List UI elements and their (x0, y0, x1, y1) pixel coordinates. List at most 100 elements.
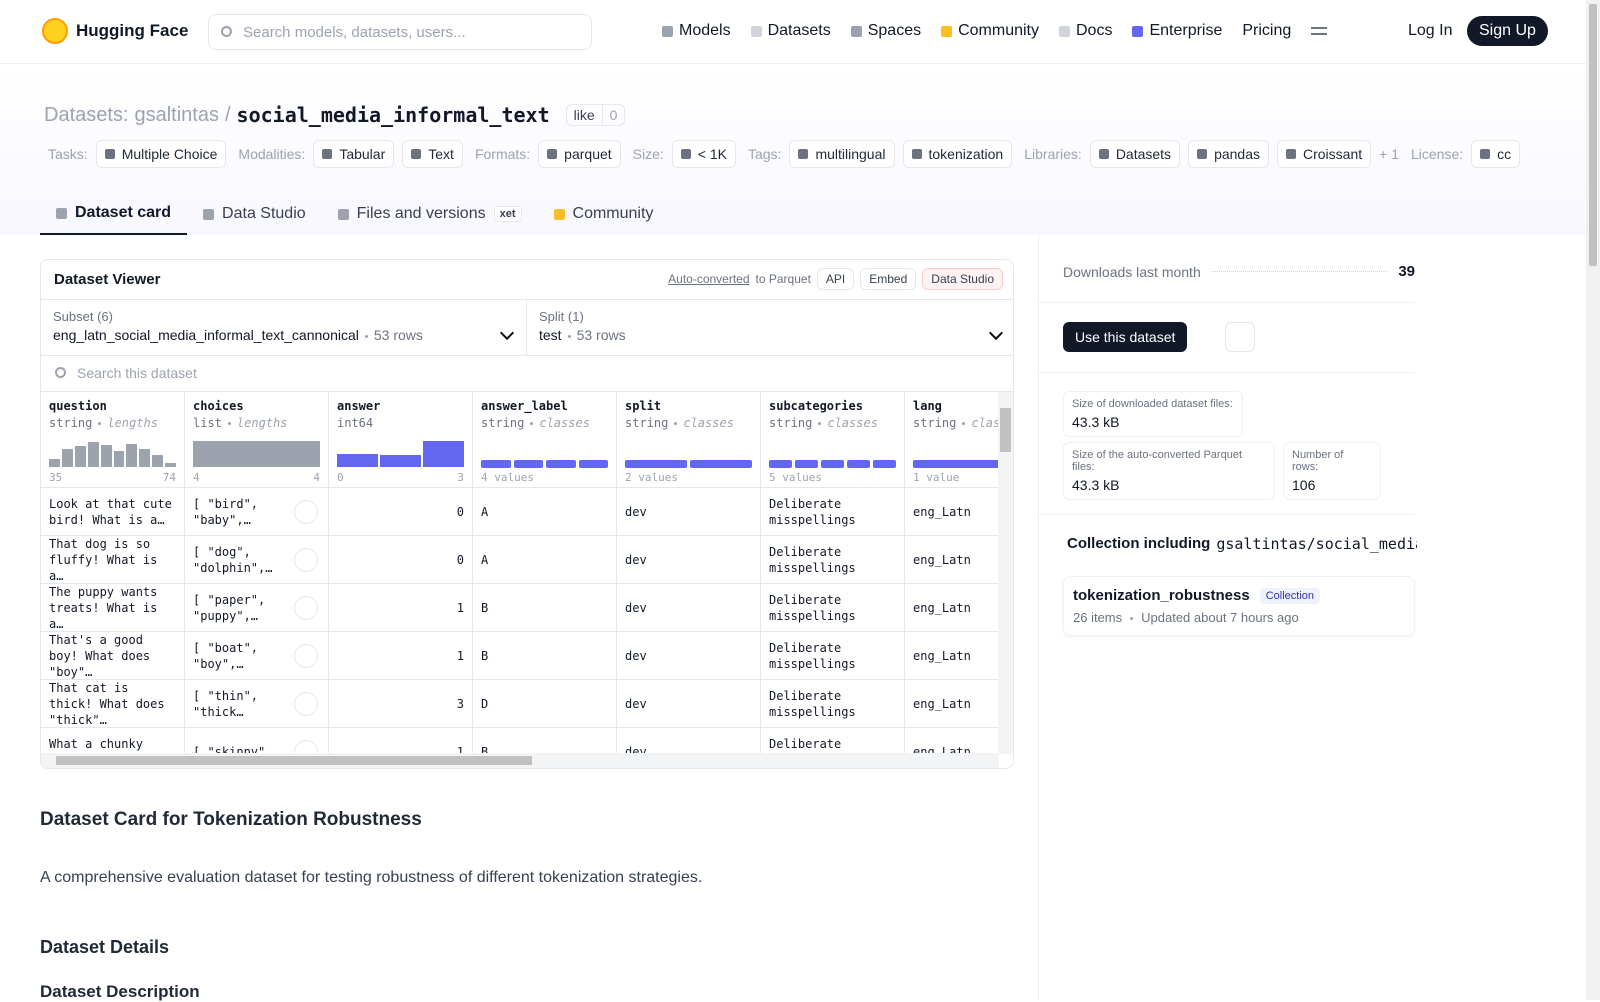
table-cell[interactable]: Deliberate misspellings (761, 728, 904, 755)
table-cell[interactable]: The puppy wants treats! What is a… (41, 584, 184, 632)
table-cell[interactable]: [ "boat", "boy",… (185, 632, 328, 680)
tag[interactable]: tokenization (902, 140, 1013, 168)
table-cell[interactable]: [ "dog", "dolphin",… (185, 536, 328, 584)
tag[interactable]: Tabular (313, 140, 395, 168)
table-cell[interactable]: 1 (329, 728, 472, 755)
tag[interactable]: pandas (1188, 140, 1269, 168)
json-button[interactable] (294, 596, 318, 620)
table-cell[interactable]: dev (617, 488, 760, 536)
menu-icon[interactable] (1311, 27, 1328, 35)
like-button[interactable]: like 0 (565, 104, 626, 126)
table-cell[interactable]: Deliberate misspellings (761, 584, 904, 632)
table-cell[interactable]: eng_Latn (905, 632, 999, 680)
table-cell[interactable]: B (473, 728, 616, 755)
table-cell[interactable]: That's a good boy! What does "boy"… (41, 632, 184, 680)
logo[interactable] (42, 18, 68, 44)
table-cell[interactable]: A (473, 488, 616, 536)
tab[interactable]: Data Studio (187, 193, 322, 235)
table-cell[interactable]: eng_Latn (905, 680, 999, 728)
viewer-button[interactable]: Embed (860, 268, 917, 290)
tag[interactable]: < 1K (671, 140, 736, 168)
table-cell[interactable]: 1 (329, 584, 472, 632)
table-cell[interactable]: dev (617, 536, 760, 584)
table-cell[interactable]: eng_Latn (905, 488, 999, 536)
table-cell[interactable]: dev (617, 680, 760, 728)
table-cell[interactable]: Deliberate misspellings (761, 632, 904, 680)
tag[interactable]: cc (1471, 140, 1521, 168)
owner[interactable]: gsaltintas (134, 103, 219, 126)
nav-link[interactable]: Datasets (750, 22, 831, 40)
table-cell[interactable]: That dog is so fluffy! What is a… (41, 536, 184, 584)
nav-link[interactable]: Community (941, 22, 1039, 40)
tag[interactable]: Datasets (1089, 140, 1181, 168)
auto-converted[interactable]: Auto-converted (668, 272, 750, 286)
table-cell[interactable]: 0 (329, 488, 472, 536)
collection-path[interactable]: gsaltintas/social_media_... (1216, 535, 1417, 553)
tab[interactable]: Dataset card (40, 193, 188, 235)
nav-link[interactable]: Models (662, 22, 731, 40)
dataset-name[interactable]: social_media_informal_text (236, 103, 550, 127)
tag-more[interactable]: + 1 (1379, 146, 1399, 162)
column-header[interactable]: choices list lengths 4 4 (185, 392, 328, 488)
json-button[interactable] (294, 500, 318, 524)
table-cell[interactable]: B (473, 584, 616, 632)
table-cell[interactable]: Deliberate misspellings (761, 680, 904, 728)
tag[interactable]: Multiple Choice (95, 140, 227, 168)
tag[interactable]: parquet (538, 140, 621, 168)
brand[interactable]: Hugging Face (76, 21, 189, 40)
json-button[interactable] (294, 692, 318, 716)
table-cell[interactable]: A (473, 536, 616, 584)
tab[interactable]: Community (538, 193, 670, 235)
json-button[interactable] (294, 644, 318, 668)
table-cell[interactable]: [ "thin", "thick… (185, 680, 328, 728)
search-box[interactable]: Search models, datasets, users... (208, 14, 592, 50)
table-cell[interactable]: D (473, 680, 616, 728)
table-cell[interactable]: Deliberate misspellings (761, 488, 904, 536)
viewer-button[interactable]: Data Studio (922, 268, 1003, 290)
nav-link[interactable]: Pricing (1242, 22, 1291, 40)
prefix[interactable]: Datasets: (44, 103, 129, 126)
table-cell[interactable]: [ "paper", "puppy",… (185, 584, 328, 632)
table-cell[interactable]: B (473, 632, 616, 680)
table-cell[interactable]: 0 (329, 536, 472, 584)
tag[interactable]: multilingual (789, 140, 895, 168)
column-header[interactable]: answer_label string classes 4 values (473, 392, 616, 488)
login[interactable]: Log In (1408, 22, 1453, 39)
use-dataset-button[interactable]: Use this dataset (1063, 322, 1188, 352)
viewer-search[interactable]: Search this dataset (41, 356, 1013, 392)
tag[interactable]: Croissant (1277, 140, 1372, 168)
table-cell[interactable]: eng_Latn (905, 728, 999, 755)
column-header[interactable]: answer int64 0 3 (329, 392, 472, 488)
signup[interactable]: Sign Up (1467, 16, 1548, 46)
tab[interactable]: Files and versions xet (322, 193, 538, 235)
json-button[interactable] (294, 548, 318, 572)
table-cell[interactable]: Look at that cute bird! What is a… (41, 488, 184, 536)
table-cell[interactable]: That cat is thick! What does "thick"… (41, 680, 184, 728)
page-scrollbar[interactable] (1586, 0, 1600, 1000)
table-cell[interactable]: [ "skinny", (185, 728, 328, 754)
column-header[interactable]: subcategories string classes 5 values (761, 392, 904, 488)
table-cell[interactable]: dev (617, 632, 760, 680)
nav-link[interactable]: Enterprise (1132, 22, 1222, 40)
table-cell[interactable]: 3 (329, 680, 472, 728)
column-header[interactable]: lang string classes 1 value (905, 392, 999, 488)
nav-link[interactable]: Docs (1059, 22, 1112, 40)
table-cell[interactable]: [ "bird", "baby",… (185, 488, 328, 536)
split-select[interactable]: Split (1) test 53 rows (527, 300, 1013, 356)
collection-card[interactable]: tokenization_robustness Collection 26 ite… (1063, 576, 1415, 636)
tag[interactable]: Text (402, 140, 463, 168)
table-cell[interactable]: dev (617, 728, 760, 755)
table-cell[interactable]: What a chunky cat! (41, 728, 184, 755)
v-scrollbar[interactable] (998, 392, 1013, 754)
table-cell[interactable]: dev (617, 584, 760, 632)
column-header[interactable]: split string classes 2 values (617, 392, 760, 488)
table-cell[interactable]: 1 (329, 632, 472, 680)
table-cell[interactable]: eng_Latn (905, 536, 999, 584)
h-scrollbar[interactable] (41, 753, 999, 768)
column-header[interactable]: question string lengths 35 74 (41, 392, 184, 488)
viewer-button[interactable]: API (816, 268, 855, 290)
table-cell[interactable]: eng_Latn (905, 584, 999, 632)
table-cell[interactable]: Deliberate misspellings (761, 536, 904, 584)
json-button[interactable] (294, 740, 318, 754)
more-button[interactable] (1225, 322, 1255, 352)
